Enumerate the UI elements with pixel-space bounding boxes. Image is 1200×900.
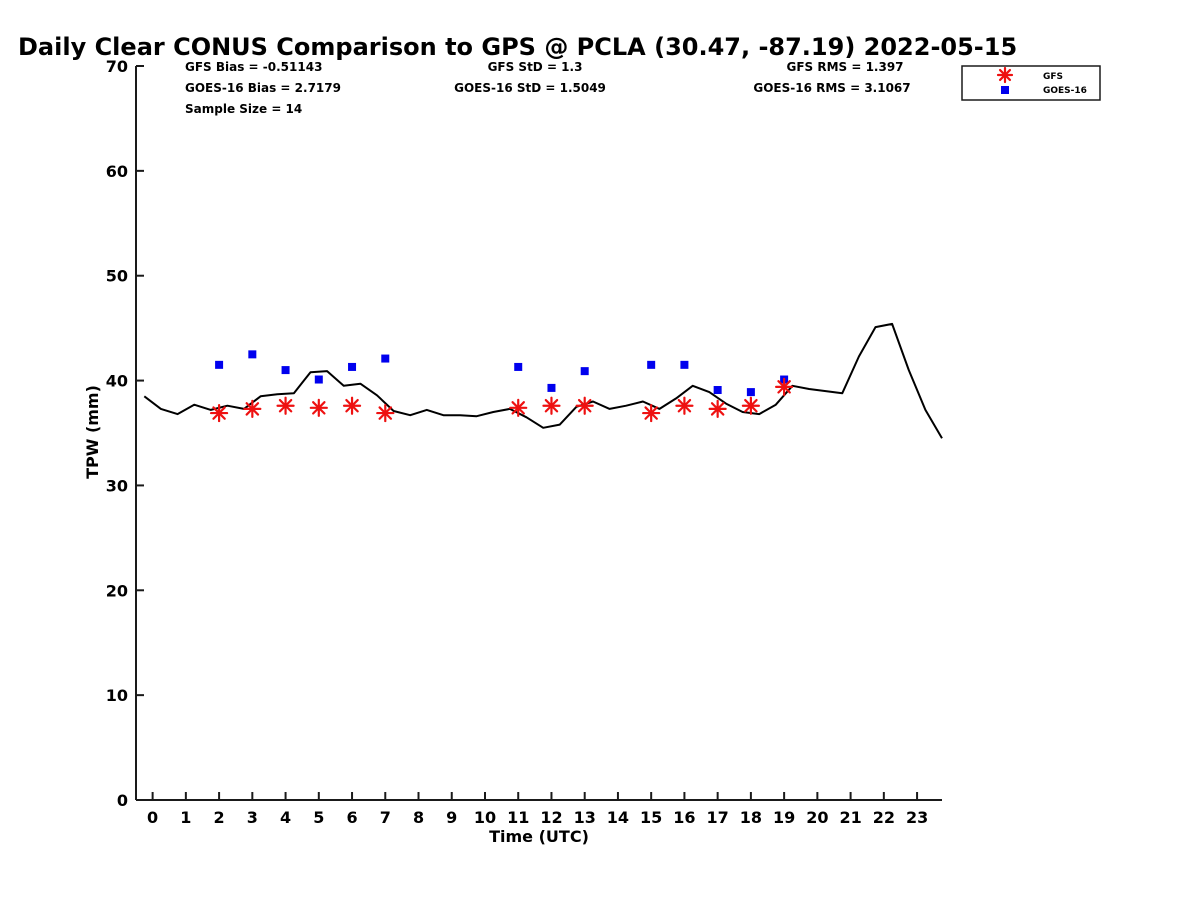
gfs-point	[642, 403, 661, 423]
stat-goes-rms: GOES-16 RMS = 3.1067	[753, 81, 910, 95]
stat-goes-std: GOES-16 StD = 1.5049	[454, 81, 606, 95]
gfs-point	[342, 396, 362, 415]
x-tick-label: 5	[313, 808, 324, 827]
y-tick-label: 60	[106, 162, 128, 181]
gfs-point	[775, 377, 794, 396]
x-tick-label: 20	[806, 808, 828, 827]
legend-label-goes16: GOES-16	[1043, 86, 1087, 96]
x-tick-label: 3	[247, 808, 258, 827]
x-tick-label: 8	[413, 808, 424, 827]
x-tick-label: 19	[773, 808, 795, 827]
x-tick-label: 2	[214, 808, 225, 827]
stat-gfs-std: GFS StD = 1.3	[488, 60, 583, 74]
goes16-point	[547, 383, 556, 392]
goes16-point	[314, 375, 323, 384]
gfs-point	[575, 396, 594, 415]
x-tick-label: 15	[640, 808, 662, 827]
x-tick-label: 6	[346, 808, 357, 827]
plot-area	[143, 322, 943, 439]
gfs-point	[509, 398, 528, 417]
y-tick-label: 40	[106, 372, 128, 391]
x-tick-label: 13	[574, 808, 596, 827]
gfs-point	[542, 396, 561, 415]
x-axis-label: Time (UTC)	[489, 827, 589, 846]
x-tick-label: 23	[906, 808, 928, 827]
series-line-gps	[143, 322, 943, 439]
x-tick-label: 22	[873, 808, 895, 827]
y-axis-label: TPW (mm)	[83, 385, 102, 479]
x-tick-label: 14	[607, 808, 629, 827]
gfs-point	[243, 399, 262, 418]
goes16-point	[514, 362, 523, 371]
goes16-point	[580, 367, 589, 376]
chart-title: Daily Clear CONUS Comparison to GPS @ PC…	[18, 33, 1017, 61]
gfs-point	[209, 403, 229, 423]
goes16-point	[248, 350, 257, 359]
goes16-point	[647, 360, 656, 369]
goes16-point	[281, 366, 290, 375]
goes16-point	[348, 362, 357, 371]
legend-label-gfs: GFS	[1043, 72, 1063, 82]
x-tick-label: 7	[380, 808, 391, 827]
statistics-block: GFS Bias = -0.51143 GFS StD = 1.3 GFS RMS …	[185, 60, 911, 116]
y-tick-label: 10	[106, 686, 128, 705]
x-tick-label: 4	[280, 808, 291, 827]
x-tick-label: 12	[540, 808, 562, 827]
gfs-point	[741, 396, 760, 415]
x-tick-label: 16	[673, 808, 695, 827]
legend-gfs-marker	[996, 66, 1014, 84]
gfs-point	[276, 396, 295, 415]
y-tick-label: 20	[106, 581, 128, 600]
gfs-point	[675, 396, 694, 415]
legend-box	[961, 65, 1101, 101]
goes16-point	[680, 360, 689, 369]
stat-gfs-bias: GFS Bias = -0.51143	[185, 60, 322, 74]
x-tick-label: 17	[707, 808, 729, 827]
stat-goes-bias: GOES-16 Bias = 2.7179	[185, 81, 341, 95]
x-tick-label: 0	[147, 808, 158, 827]
gfs-point	[708, 399, 727, 418]
y-tick-label: 70	[106, 57, 128, 76]
x-tick-label: 1	[180, 808, 191, 827]
x-tick-label: 18	[740, 808, 762, 827]
goes16-point	[746, 388, 755, 397]
legend-goes16-marker	[1001, 86, 1009, 94]
stat-sample-size: Sample Size = 14	[185, 102, 302, 116]
gfs-point	[376, 403, 395, 423]
gfs-point	[309, 398, 328, 417]
y-tick-label: 30	[106, 476, 128, 495]
x-tick-label: 11	[507, 808, 529, 827]
x-tick-label: 21	[839, 808, 861, 827]
legend: GFS GOES-16	[961, 65, 1101, 101]
x-tick-label: 9	[446, 808, 457, 827]
x-tick-label: 10	[474, 808, 496, 827]
goes16-point	[381, 354, 390, 363]
stat-gfs-rms: GFS RMS = 1.397	[786, 60, 903, 74]
y-tick-label: 50	[106, 267, 128, 286]
goes16-point	[713, 386, 722, 395]
y-tick-label: 0	[117, 791, 128, 810]
goes16-point	[215, 360, 224, 369]
